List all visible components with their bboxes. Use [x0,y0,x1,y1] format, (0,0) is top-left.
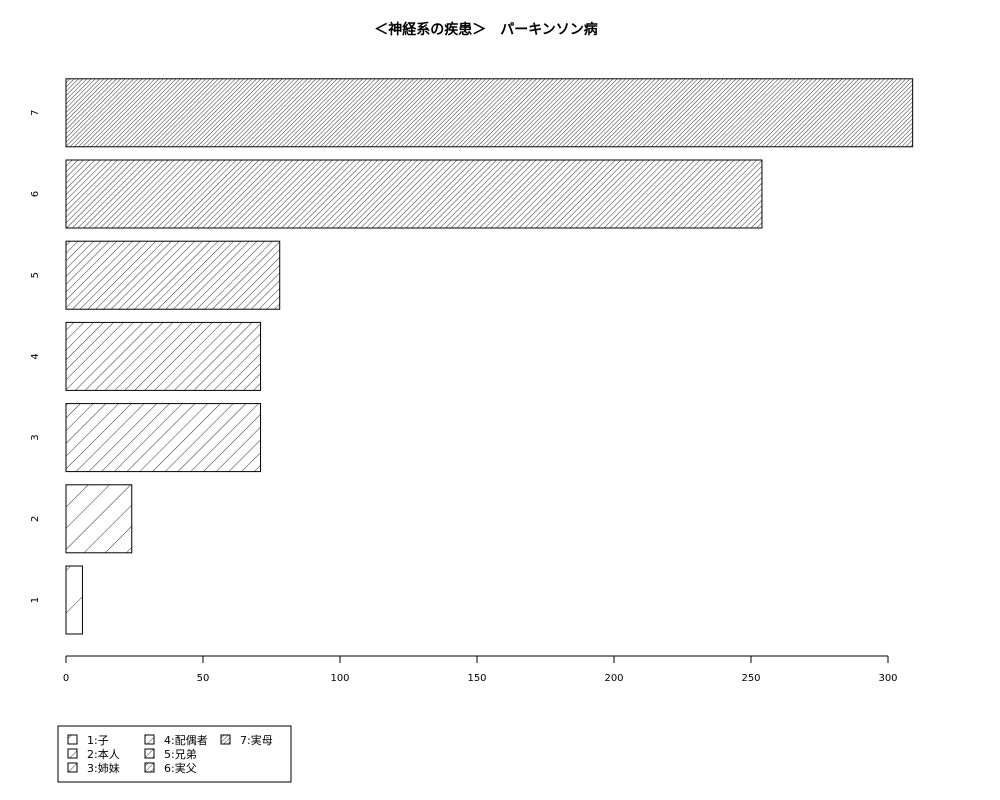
legend-label-2: 2:本人 [87,747,120,761]
legend-key-2 [67,748,78,759]
chart-title: ＜神経系の疾患＞ パーキンソン病 [374,21,598,38]
legend-box [57,725,292,783]
y-axis-tick-labels: 1 2 3 4 5 6 7 [30,110,41,604]
x-axis: 0 50 100 150 200 250 300 [63,655,898,684]
x-tick-label-300: 300 [878,673,897,684]
legend-label-5: 5:兄弟 [164,748,197,761]
x-tick-label-0: 0 [63,673,69,684]
bar-7 [65,78,914,148]
legend-label-4: 4:配偶者 [164,734,208,747]
legend-key-3 [67,762,78,773]
bar-5 [65,240,281,310]
legend-key-7 [220,734,231,745]
legend-key-6 [144,762,155,773]
legend-label-1: 1:子 [87,734,109,747]
bar-2 [65,484,133,554]
y-tick-label-2: 2 [30,516,41,522]
y-tick-label-6: 6 [30,191,41,197]
bars-group [65,78,914,635]
y-tick-label-7: 7 [30,110,41,116]
legend-label-6: 6:実父 [164,761,197,775]
y-tick-label-4: 4 [30,353,41,359]
bar-6 [65,159,763,229]
legend-key-1 [67,734,78,745]
x-tick-label-150: 150 [467,673,486,684]
legend-label-3: 3:姉妹 [87,761,120,775]
y-tick-label-1: 1 [30,597,41,603]
x-tick-label-100: 100 [330,673,349,684]
y-tick-label-5: 5 [30,272,41,278]
legend-key-5 [144,748,155,759]
bar-3 [65,403,262,473]
x-tick-label-200: 200 [604,673,623,684]
x-tick-label-250: 250 [741,673,760,684]
bar-1 [65,565,83,635]
legend-key-4 [144,734,155,745]
x-tick-label-50: 50 [197,673,210,684]
bar-4 [65,321,262,391]
y-tick-label-3: 3 [30,434,41,440]
legend-label-7: 7:実母 [240,733,273,747]
